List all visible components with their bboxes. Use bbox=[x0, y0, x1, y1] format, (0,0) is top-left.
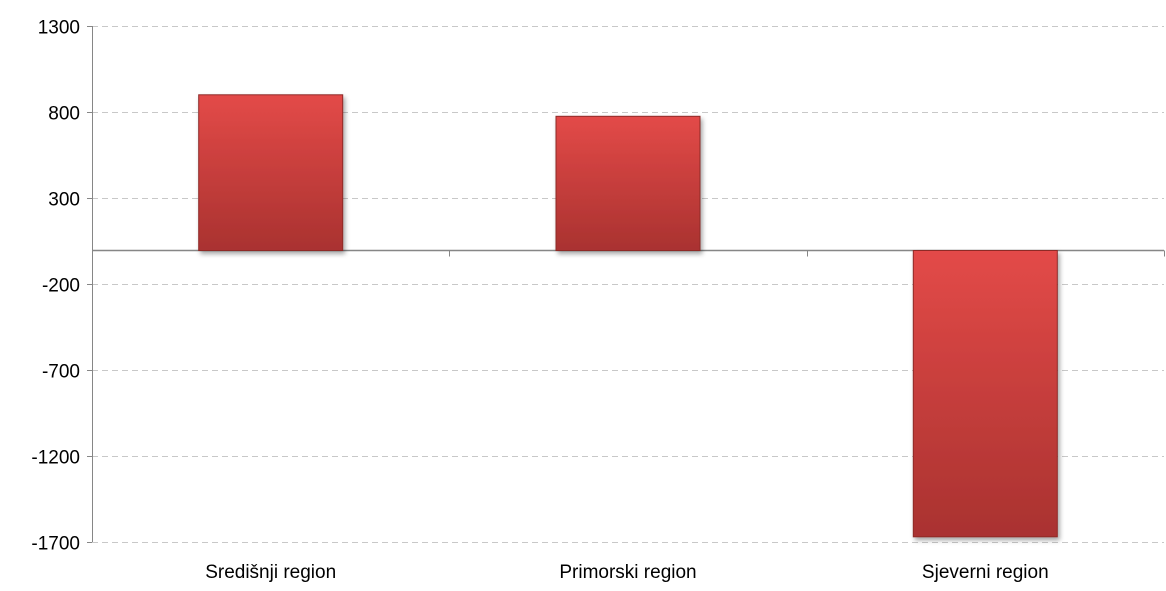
y-tick-label: -200 bbox=[42, 276, 80, 297]
x-category-label: Sjeverni region bbox=[922, 562, 1049, 583]
y-tick-label: -1200 bbox=[31, 448, 80, 469]
x-category-label: Primorski region bbox=[559, 562, 696, 583]
bar bbox=[912, 250, 1058, 538]
y-tick-label: 1300 bbox=[38, 18, 80, 39]
y-tick-label: -1700 bbox=[31, 534, 80, 555]
x-category-label: Središnji region bbox=[205, 562, 336, 583]
labels: 1300 800 300 -200 -700 -1200 -1700 Središnji re… bbox=[31, 18, 1048, 584]
bar bbox=[555, 115, 701, 251]
y-tick-label: 300 bbox=[48, 190, 80, 211]
y-tick-label: -700 bbox=[42, 362, 80, 383]
bars bbox=[198, 94, 1058, 538]
y-tick-label: 800 bbox=[48, 104, 80, 125]
bar bbox=[198, 94, 344, 251]
